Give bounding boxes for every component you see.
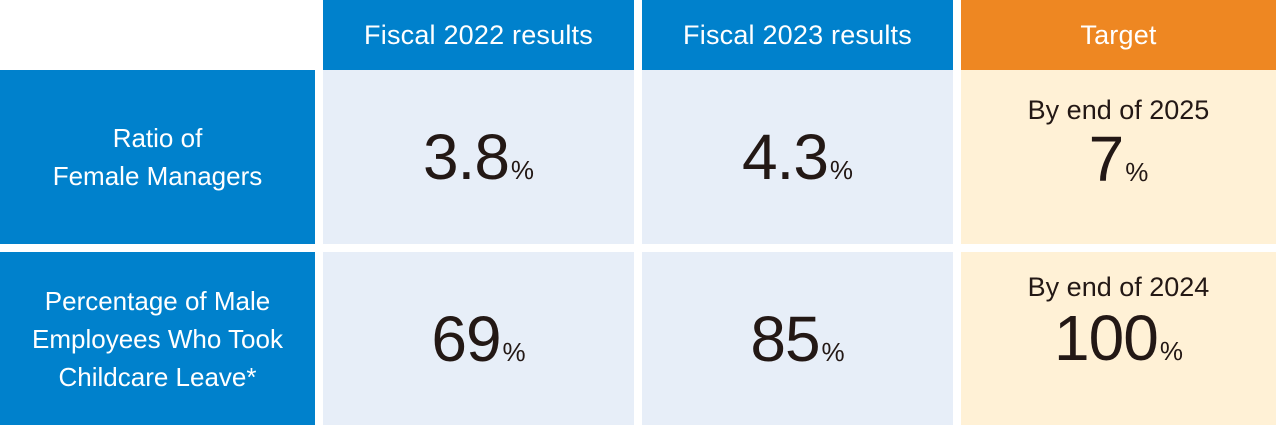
percent-unit: % <box>829 155 854 185</box>
value-group: 85 % <box>750 307 844 371</box>
male-childcare-target-value: 100 <box>1054 302 1159 374</box>
male-childcare-fy2023-cell: 85 % <box>642 252 953 425</box>
value-group: 7 % <box>1089 127 1149 191</box>
female-managers-fy2022-value: 3.8 <box>422 121 510 193</box>
percent-unit: % <box>502 336 526 367</box>
row-header-line: Female Managers <box>52 161 263 191</box>
row-header-male-childcare-leave: Percentage of Male Employees Who Took Ch… <box>0 252 315 425</box>
value-group: 4.3 % <box>742 125 853 189</box>
female-managers-target-deadline: By end of 2025 <box>1027 95 1210 125</box>
column-header-fiscal-2023-label: Fiscal 2023 results <box>683 19 912 50</box>
male-childcare-target-cell: By end of 2024 100 % <box>961 252 1276 425</box>
row-header-line: Employees Who Took <box>32 323 283 354</box>
male-childcare-fy2023-value: 85 <box>750 302 820 375</box>
percent-unit: % <box>1159 336 1183 366</box>
row-header-line: Ratio of <box>112 123 203 153</box>
female-managers-fy2023-cell: 4.3 % <box>642 70 953 244</box>
percent-unit: % <box>821 336 845 367</box>
percent-unit: % <box>510 155 535 185</box>
male-childcare-fy2022-cell: 69 % <box>323 252 634 425</box>
column-header-fiscal-2022-label: Fiscal 2022 results <box>364 19 593 50</box>
female-managers-target-cell: By end of 2025 7 % <box>961 70 1276 244</box>
row-header-line: Percentage of Male <box>44 285 271 316</box>
column-header-target: Target <box>961 0 1276 70</box>
female-managers-fy2022-cell: 3.8 % <box>323 70 634 244</box>
male-childcare-target-deadline: By end of 2024 <box>1027 272 1210 302</box>
column-header-target-label: Target <box>1080 19 1157 50</box>
percent-unit: % <box>1125 157 1149 187</box>
row-header-female-managers: Ratio of Female Managers <box>0 70 315 244</box>
value-group: 100 % <box>1054 306 1183 370</box>
male-childcare-fy2022-value: 69 <box>431 302 501 375</box>
row-header-line: Childcare Leave* <box>58 361 257 392</box>
column-header-fiscal-2023: Fiscal 2023 results <box>642 0 953 70</box>
female-managers-target-value: 7 <box>1088 123 1125 195</box>
value-group: 69 % <box>431 307 525 371</box>
column-header-fiscal-2022: Fiscal 2022 results <box>323 0 634 70</box>
female-managers-fy2023-value: 4.3 <box>741 121 829 193</box>
value-group: 3.8 % <box>423 125 534 189</box>
